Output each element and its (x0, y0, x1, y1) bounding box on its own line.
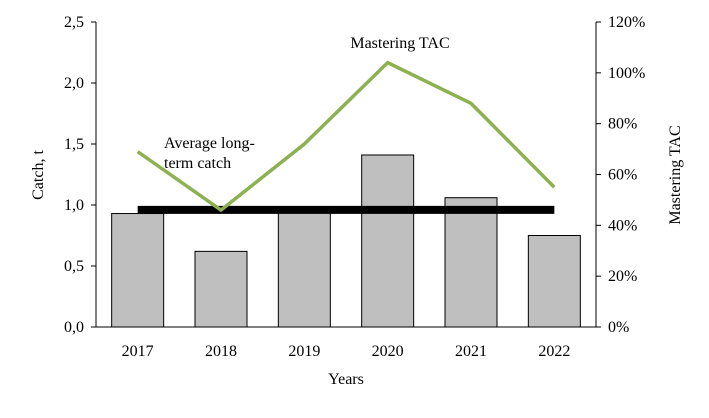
annotation-avg-2: term catch (164, 155, 231, 172)
y2-tick-label: 100% (608, 65, 645, 82)
x-tick-label: 2019 (288, 343, 320, 360)
x-tick-label: 2020 (372, 343, 404, 360)
x-axis-label: Years (328, 371, 364, 388)
bar-2019 (277, 210, 331, 328)
bar-2018 (194, 250, 248, 328)
y2-axis-label: Mastering TAC (667, 125, 684, 224)
bar-2020 (361, 154, 415, 328)
y-tick-label: 2,0 (64, 75, 84, 92)
x-tick-label: 2017 (122, 343, 154, 360)
y-tick-label: 0,0 (64, 319, 84, 336)
y-tick-label: 0,5 (64, 258, 84, 275)
annotation-tac: Mastering TAC (350, 35, 449, 52)
x-tick-label: 2018 (205, 343, 237, 360)
y-axis-label: Catch, t (30, 150, 47, 200)
y2-tick-label: 120% (608, 14, 645, 31)
bar-2017 (111, 213, 165, 328)
bar-2021 (444, 197, 498, 328)
y2-tick-label: 80% (608, 116, 637, 133)
bar-2022 (527, 235, 581, 328)
y2-tick-label: 60% (608, 167, 637, 184)
y-tick-label: 2,5 (64, 14, 84, 31)
y-tick-label: 1,5 (64, 136, 84, 153)
x-tick-label: 2021 (455, 343, 487, 360)
annotation-avg-1: Average long- (164, 135, 255, 152)
mastering-tac-line (136, 60, 556, 213)
x-tick-label: 2022 (538, 343, 570, 360)
y2-tick-label: 0% (608, 319, 629, 336)
y2-tick-label: 40% (608, 217, 637, 234)
y-tick-label: 1,0 (64, 197, 84, 214)
y2-tick-label: 20% (608, 268, 637, 285)
